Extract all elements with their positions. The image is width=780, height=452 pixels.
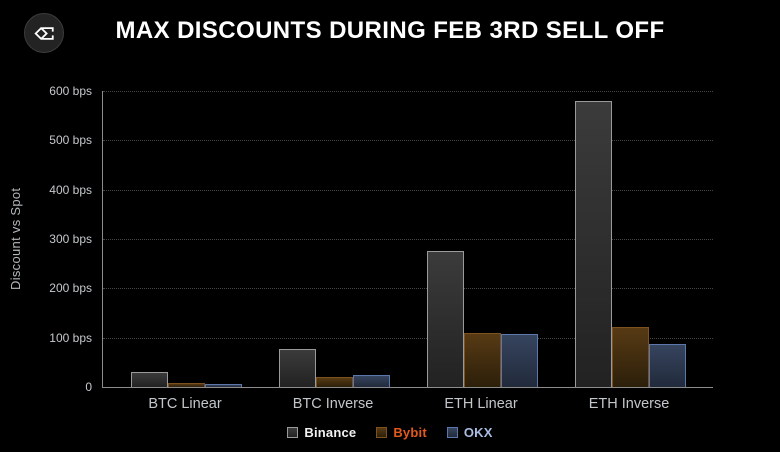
x-axis-label-btc-linear: BTC Linear [148, 396, 222, 412]
y-axis-tick-label: 600 bps [49, 84, 92, 98]
legend-swatch-bybit [376, 427, 388, 438]
gridline-600 [103, 91, 713, 92]
bar-okx-eth-linear [500, 333, 538, 387]
logo-badge [24, 13, 64, 53]
gridline-400 [103, 189, 713, 191]
gridline-500 [103, 140, 713, 142]
gridline-200 [103, 288, 713, 290]
y-axis-tick-label: 300 bps [49, 232, 92, 246]
x-axis-label-eth-inverse: ETH Inverse [588, 396, 670, 412]
sigma-diamond-logo-icon [33, 26, 54, 40]
legend: Binance Bybit OKX [0, 425, 780, 440]
y-axis-tick-label: 200 bps [49, 281, 92, 296]
legend-item-okx: OKX [446, 425, 493, 440]
bar-binance-eth-inverse [574, 100, 612, 387]
y-axis-tick-label: 400 bps [49, 182, 92, 197]
bar-bybit-eth-linear [463, 332, 501, 387]
gridline-300 [103, 239, 713, 240]
chart-title: MAX DISCOUNTS DURING FEB 3RD SELL OFF [115, 17, 665, 44]
bar-binance-btc-linear [130, 371, 168, 387]
legend-label-binance: Binance [304, 425, 357, 440]
bar-bybit-eth-inverse [611, 326, 649, 387]
bar-bybit-btc-linear [167, 382, 205, 387]
y-axis-tick-label: 0 [85, 380, 92, 394]
bar-bybit-btc-inverse [315, 376, 353, 387]
bar-okx-btc-linear [204, 384, 242, 387]
legend-label-okx: OKX [463, 425, 493, 440]
bar-binance-eth-linear [426, 251, 464, 387]
bar-okx-eth-inverse [648, 344, 686, 387]
legend-item-binance: Binance [287, 425, 356, 440]
bar-okx-btc-inverse [352, 375, 390, 387]
x-axis-label-btc-inverse: BTC Inverse [292, 396, 374, 412]
legend-label-bybit: Bybit [393, 425, 427, 440]
y-axis-tick-label: 500 bps [49, 133, 92, 148]
gridline-100 [103, 337, 713, 339]
bar-binance-btc-inverse [278, 349, 316, 387]
legend-swatch-binance [287, 427, 299, 438]
legend-item-bybit: Bybit [376, 425, 427, 440]
x-axis-label-eth-linear: ETH Linear [444, 396, 518, 412]
legend-swatch-okx [446, 427, 458, 438]
y-axis-tick-label: 100 bps [49, 330, 92, 345]
plot-area [102, 91, 713, 388]
